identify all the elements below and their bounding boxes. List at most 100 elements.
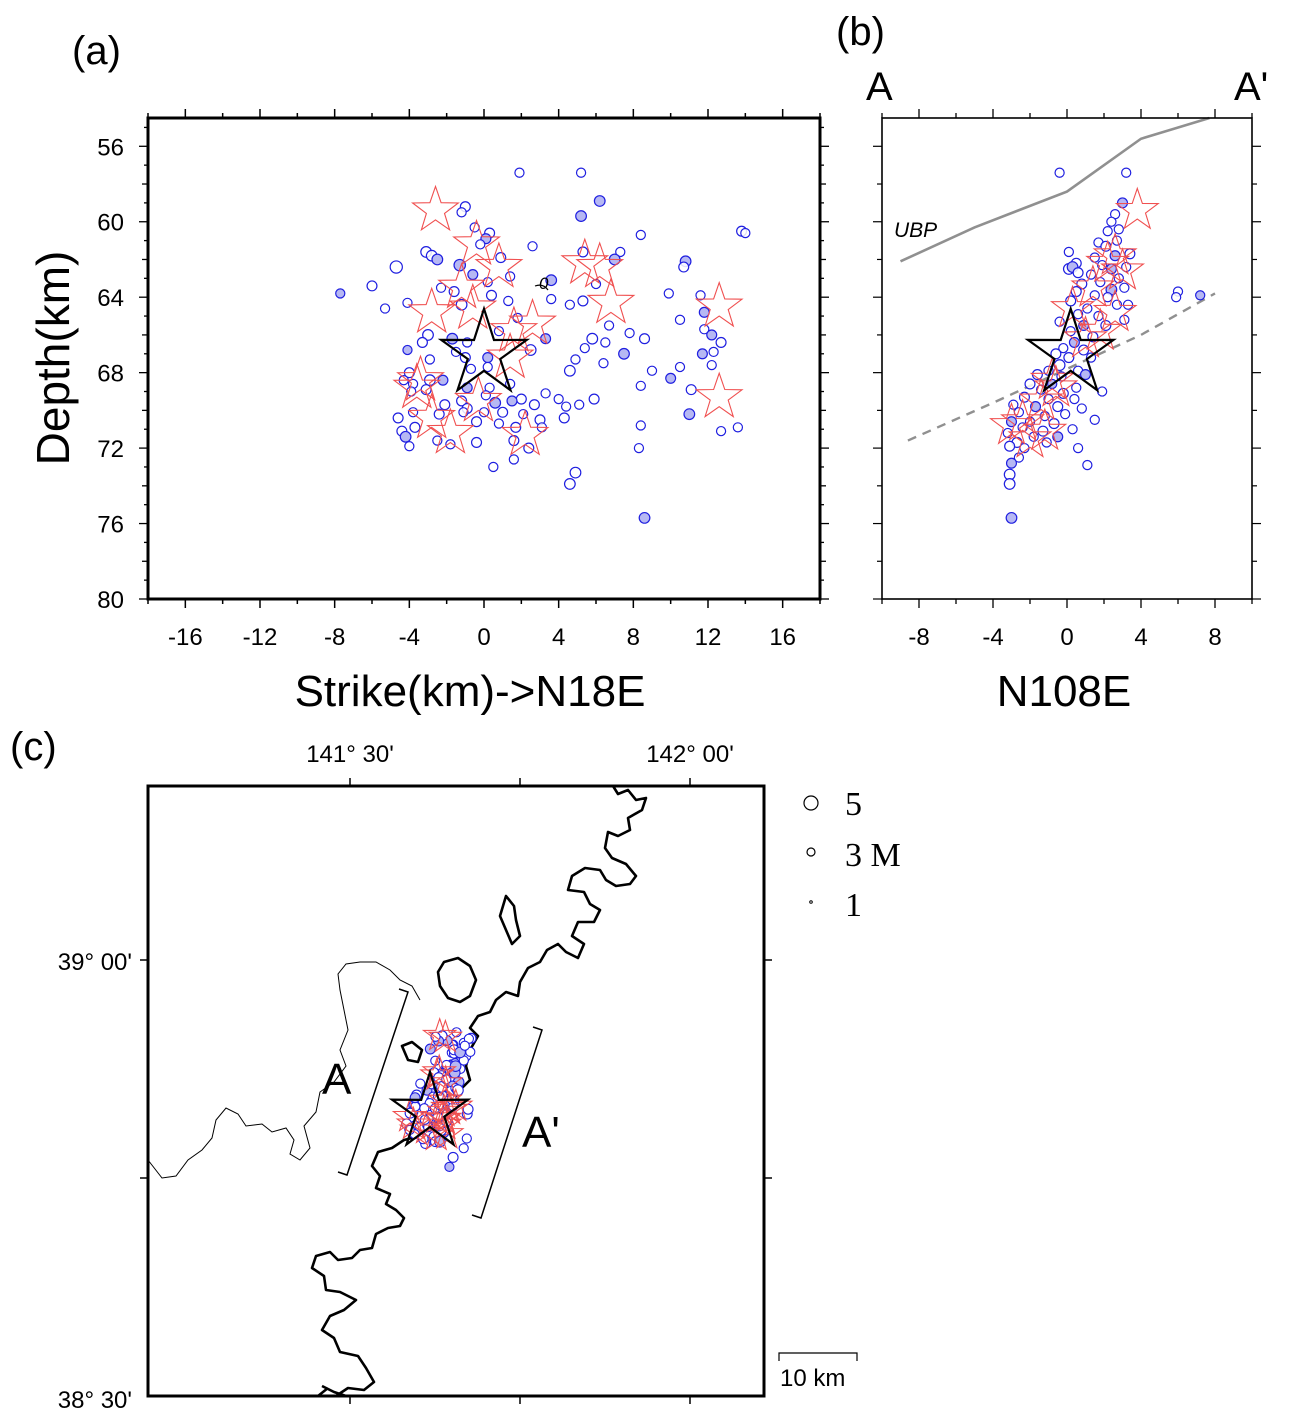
event-marker [732, 422, 744, 433]
event-marker [706, 359, 717, 371]
star-event [508, 297, 558, 345]
star-event [1000, 397, 1046, 441]
event-marker [482, 352, 494, 364]
star-event [452, 218, 502, 266]
map-star-event [419, 1056, 455, 1091]
y-tick-label: 80 [97, 587, 124, 614]
event-marker [1063, 246, 1075, 258]
map-mainshock-star [388, 1068, 472, 1148]
x-tick-label: -12 [243, 624, 278, 651]
star-event [694, 371, 744, 418]
event-marker [1050, 348, 1062, 360]
event-marker [665, 372, 677, 384]
event-marker [564, 299, 576, 310]
map-event-marker [444, 1161, 455, 1173]
star-event [694, 280, 744, 328]
event-marker [1089, 252, 1100, 263]
panel-a-marks [335, 167, 751, 524]
map-event-marker [458, 1143, 469, 1154]
map-lon-tick-label-2: 142° 00' [646, 741, 734, 768]
event-marker [404, 441, 415, 452]
event-marker [470, 416, 483, 428]
scale-bar-label: 10 km [780, 1365, 845, 1392]
event-marker [633, 442, 645, 454]
event-marker [456, 395, 468, 407]
event-marker [379, 303, 391, 314]
event-marker [1096, 386, 1108, 397]
x-tick-label: 12 [695, 624, 722, 651]
event-marker [424, 354, 436, 365]
event-marker [402, 344, 413, 356]
star-event [1092, 288, 1138, 332]
star-event [586, 277, 636, 324]
event-marker [1068, 336, 1080, 349]
map-star-event [391, 1097, 428, 1132]
map-star-event [421, 1053, 458, 1088]
legend-label-m3: 3 M [845, 837, 901, 874]
x-tick-label: 0 [1060, 624, 1073, 651]
star-event [474, 241, 524, 288]
event-marker [695, 290, 706, 301]
star-event [1007, 414, 1053, 458]
panel-b-right-title: A' [1234, 65, 1268, 109]
legend-label-m1: 1 [845, 887, 862, 924]
event-marker [575, 210, 587, 223]
event-marker [708, 346, 719, 358]
panel-b-frame [881, 117, 1253, 600]
star-event [560, 237, 610, 285]
event-marker [638, 511, 651, 524]
event-marker [685, 384, 697, 396]
event-marker [1072, 442, 1084, 454]
event-marker [1076, 403, 1087, 414]
mainshock-star [437, 305, 531, 394]
event-marker [1037, 425, 1049, 437]
event-marker [416, 336, 428, 349]
event-marker [435, 282, 447, 293]
event-marker [1005, 457, 1018, 469]
star-event [500, 409, 550, 456]
panel-b-lines [899, 116, 1216, 442]
x-tick-label: -8 [908, 624, 929, 651]
event-marker [514, 167, 525, 178]
event-marker [1089, 290, 1100, 301]
panel-a-frame [146, 116, 822, 601]
panel-b-ubp-label: UBP [894, 219, 937, 242]
event-marker [475, 239, 486, 250]
event-marker [1063, 352, 1075, 364]
event-marker [1004, 440, 1016, 452]
map-lat-tick-label-1: 39° 00' [58, 949, 132, 976]
star-event [425, 407, 475, 454]
prefecture-boundary [147, 961, 421, 1179]
star-event [485, 331, 535, 379]
event-marker [683, 408, 696, 421]
event-marker [715, 336, 727, 349]
event-marker [1102, 226, 1113, 237]
event-marker [1041, 437, 1052, 448]
star-event [1114, 186, 1160, 230]
event-marker [715, 425, 727, 437]
event-marker [409, 421, 421, 433]
event-marker [497, 406, 509, 418]
event-marker [392, 412, 404, 424]
magnitude-legend: 5 3 M 1 [803, 786, 901, 924]
event-marker [1048, 418, 1060, 430]
event-marker [569, 466, 582, 479]
event-marker [515, 393, 527, 405]
map-frame [146, 784, 766, 1398]
event-marker [1082, 459, 1093, 471]
event-marker [1071, 382, 1082, 393]
event-marker [470, 436, 483, 448]
map-lat-tick-label-2: 38° 30' [58, 1387, 132, 1414]
x-tick-label: -4 [399, 624, 420, 651]
event-marker [588, 393, 600, 405]
star-event [1062, 314, 1109, 358]
event-marker [433, 408, 445, 420]
event-marker [439, 399, 451, 411]
event-marker [1082, 303, 1093, 314]
event-marker [1078, 344, 1090, 356]
event-marker [493, 325, 505, 337]
legend-symbol-m1 [809, 900, 813, 904]
map-event-marker [447, 1151, 459, 1163]
event-marker [615, 246, 626, 258]
y-tick-label: 76 [97, 512, 124, 539]
